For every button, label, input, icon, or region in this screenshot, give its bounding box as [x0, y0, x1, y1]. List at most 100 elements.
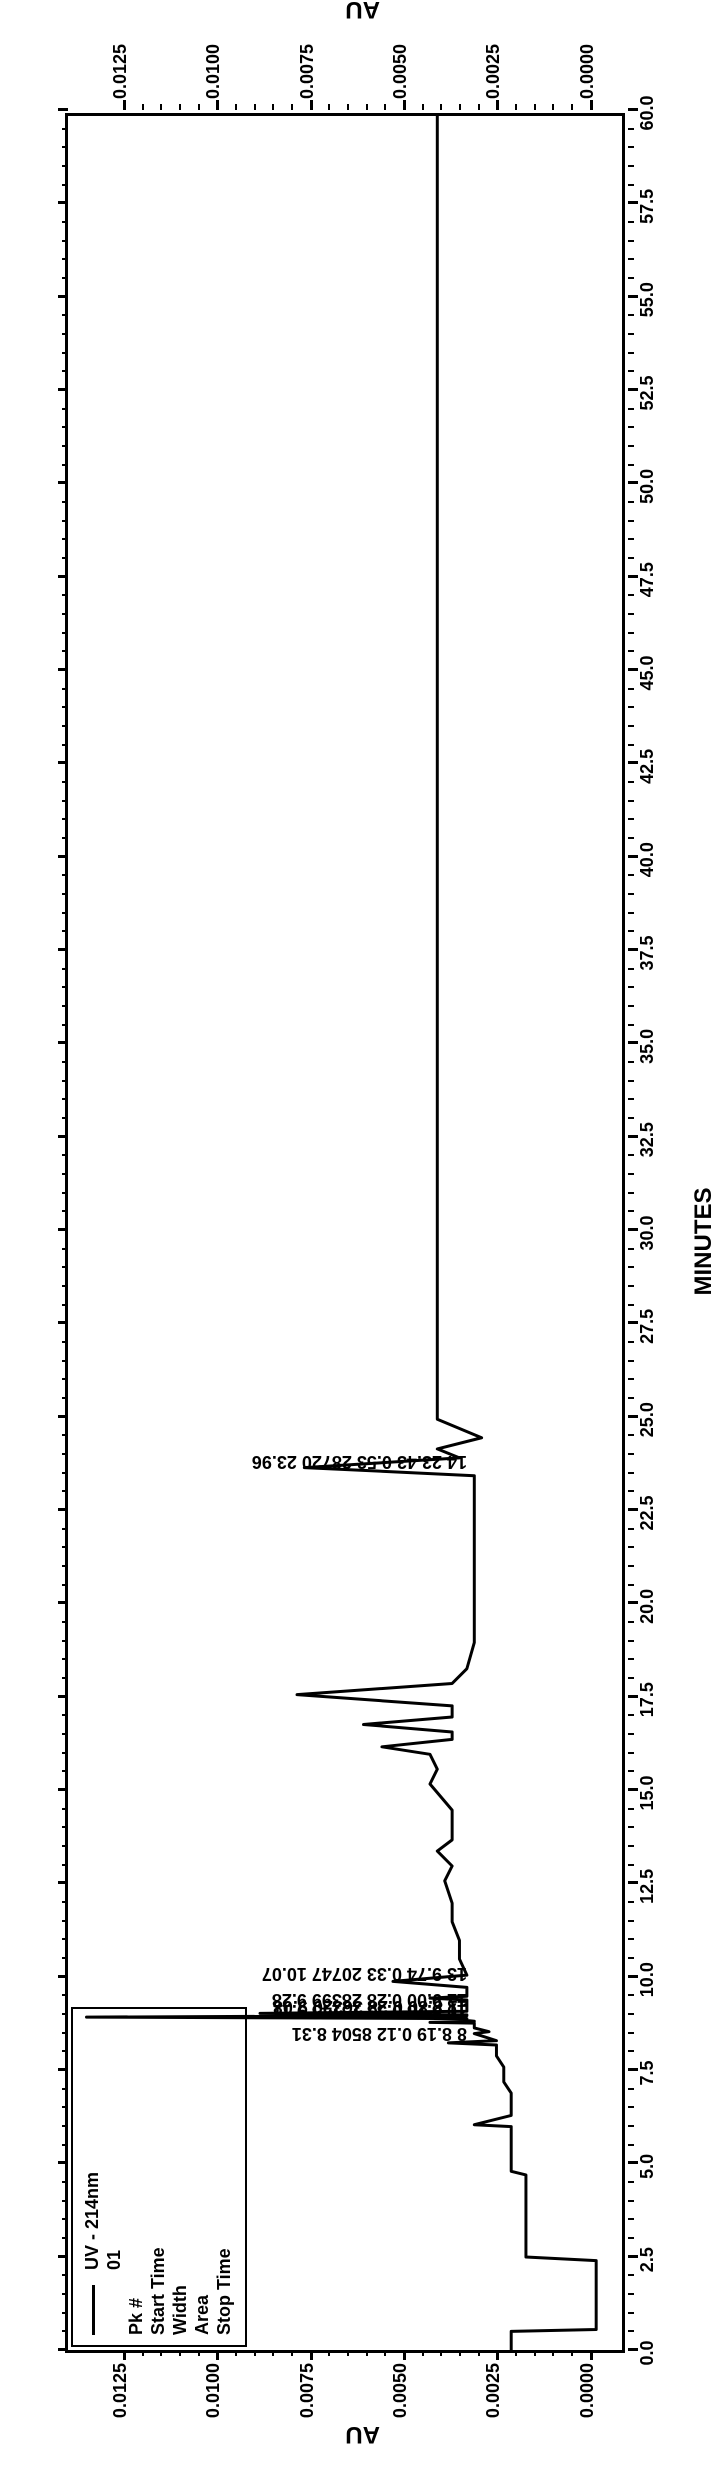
- x-minor-tick: [628, 1658, 634, 1660]
- y-minor-tick: [142, 104, 144, 110]
- x-major-tick: [58, 761, 68, 764]
- x-tick-label: 52.5: [637, 368, 658, 418]
- x-minor-tick: [628, 1472, 634, 1474]
- x-minor-tick: [628, 520, 634, 522]
- y-major-tick: [590, 100, 593, 110]
- x-minor-tick: [628, 1565, 634, 1567]
- x-major-tick: [58, 1601, 68, 1604]
- x-minor-tick: [628, 2125, 634, 2127]
- x-tick-label: 0.0: [637, 2328, 658, 2378]
- x-tick-label: 7.5: [637, 2048, 658, 2098]
- x-minor-tick: [628, 1920, 634, 1922]
- y-minor-tick: [571, 2350, 573, 2356]
- x-minor-tick: [628, 1173, 634, 1175]
- x-minor-tick: [628, 706, 634, 708]
- x-minor-tick: [628, 1266, 634, 1268]
- x-tick-label: 42.5: [637, 741, 658, 791]
- y-major-tick: [310, 100, 313, 110]
- y-minor-tick: [366, 2350, 368, 2356]
- y-axis-title-left: AU: [345, 2420, 380, 2448]
- x-minor-tick: [628, 2293, 634, 2295]
- y-major-tick: [496, 100, 499, 110]
- x-minor-tick: [628, 314, 634, 316]
- x-major-tick: [58, 108, 68, 111]
- y-minor-tick: [478, 2350, 480, 2356]
- x-major-tick: [58, 201, 68, 204]
- x-tick-label: 27.5: [637, 1301, 658, 1351]
- y-minor-tick: [478, 104, 480, 110]
- y-tick-label-left: 0.0075: [297, 2363, 318, 2441]
- x-major-tick: [58, 1415, 68, 1418]
- x-minor-tick: [628, 688, 634, 690]
- x-minor-tick: [628, 2088, 634, 2090]
- x-minor-tick: [628, 800, 634, 802]
- x-tick-label: 12.5: [637, 1861, 658, 1911]
- y-tick-label-left: 0.0000: [577, 2363, 598, 2441]
- page: AU AU MINUTES UV - 214nm 01 Pk # Start T…: [0, 0, 721, 2483]
- x-tick-label: 20.0: [637, 1581, 658, 1631]
- y-major-tick: [310, 2350, 313, 2360]
- x-major-tick: [58, 1508, 68, 1511]
- x-minor-tick: [628, 1341, 634, 1343]
- x-tick-label: 10.0: [637, 1955, 658, 2005]
- y-minor-tick: [422, 2350, 424, 2356]
- y-minor-tick: [198, 104, 200, 110]
- x-minor-tick: [628, 146, 634, 148]
- x-minor-tick: [628, 2312, 634, 2314]
- y-major-tick: [496, 2350, 499, 2360]
- y-minor-tick: [459, 104, 461, 110]
- y-minor-tick: [422, 104, 424, 110]
- y-minor-tick: [160, 2350, 162, 2356]
- x-tick-label: 40.0: [637, 835, 658, 885]
- y-tick-label-left: 0.0025: [483, 2363, 504, 2441]
- x-tick-label: 50.0: [637, 461, 658, 511]
- x-minor-tick: [628, 968, 634, 970]
- x-major-tick: [58, 2068, 68, 2071]
- x-major-tick: [58, 1041, 68, 1044]
- x-minor-tick: [628, 1397, 634, 1399]
- x-major-tick: [58, 481, 68, 484]
- x-minor-tick: [628, 2181, 634, 2183]
- y-minor-tick: [235, 2350, 237, 2356]
- x-minor-tick: [628, 1845, 634, 1847]
- x-axis-title: MINUTES: [690, 0, 718, 2483]
- x-minor-tick: [628, 184, 634, 186]
- y-minor-tick: [272, 104, 274, 110]
- x-tick-label: 60.0: [637, 88, 658, 138]
- x-minor-tick: [628, 1210, 634, 1212]
- x-minor-tick: [628, 986, 634, 988]
- x-tick-label: 25.0: [637, 1395, 658, 1445]
- x-minor-tick: [628, 1752, 634, 1754]
- y-minor-tick: [440, 2350, 442, 2356]
- x-minor-tick: [628, 1994, 634, 1996]
- x-minor-tick: [628, 240, 634, 242]
- x-minor-tick: [628, 258, 634, 260]
- x-tick-label: 30.0: [637, 1208, 658, 1258]
- x-minor-tick: [628, 1154, 634, 1156]
- x-minor-tick: [628, 1733, 634, 1735]
- x-minor-tick: [628, 1304, 634, 1306]
- x-minor-tick: [628, 464, 634, 466]
- x-minor-tick: [628, 1453, 634, 1455]
- x-minor-tick: [628, 408, 634, 410]
- x-minor-tick: [628, 1677, 634, 1679]
- y-major-tick: [123, 100, 126, 110]
- peak-annotation: 12 9.00 0.28 28399 9.28: [272, 1989, 467, 2010]
- x-minor-tick: [628, 1490, 634, 1492]
- y-minor-tick: [440, 104, 442, 110]
- x-minor-tick: [628, 1808, 634, 1810]
- y-tick-label-right: 0.0125: [110, 44, 131, 99]
- x-major-tick: [58, 1788, 68, 1791]
- x-minor-tick: [628, 594, 634, 596]
- x-tick-label: 57.5: [637, 181, 658, 231]
- x-major-tick: [58, 2161, 68, 2164]
- x-major-tick: [58, 2255, 68, 2258]
- x-tick-label: 55.0: [637, 275, 658, 325]
- x-minor-tick: [628, 1005, 634, 1007]
- y-major-tick: [590, 2350, 593, 2360]
- x-minor-tick: [628, 1248, 634, 1250]
- x-minor-tick: [628, 128, 634, 130]
- x-major-tick: [58, 1695, 68, 1698]
- x-minor-tick: [628, 370, 634, 372]
- x-minor-tick: [628, 1098, 634, 1100]
